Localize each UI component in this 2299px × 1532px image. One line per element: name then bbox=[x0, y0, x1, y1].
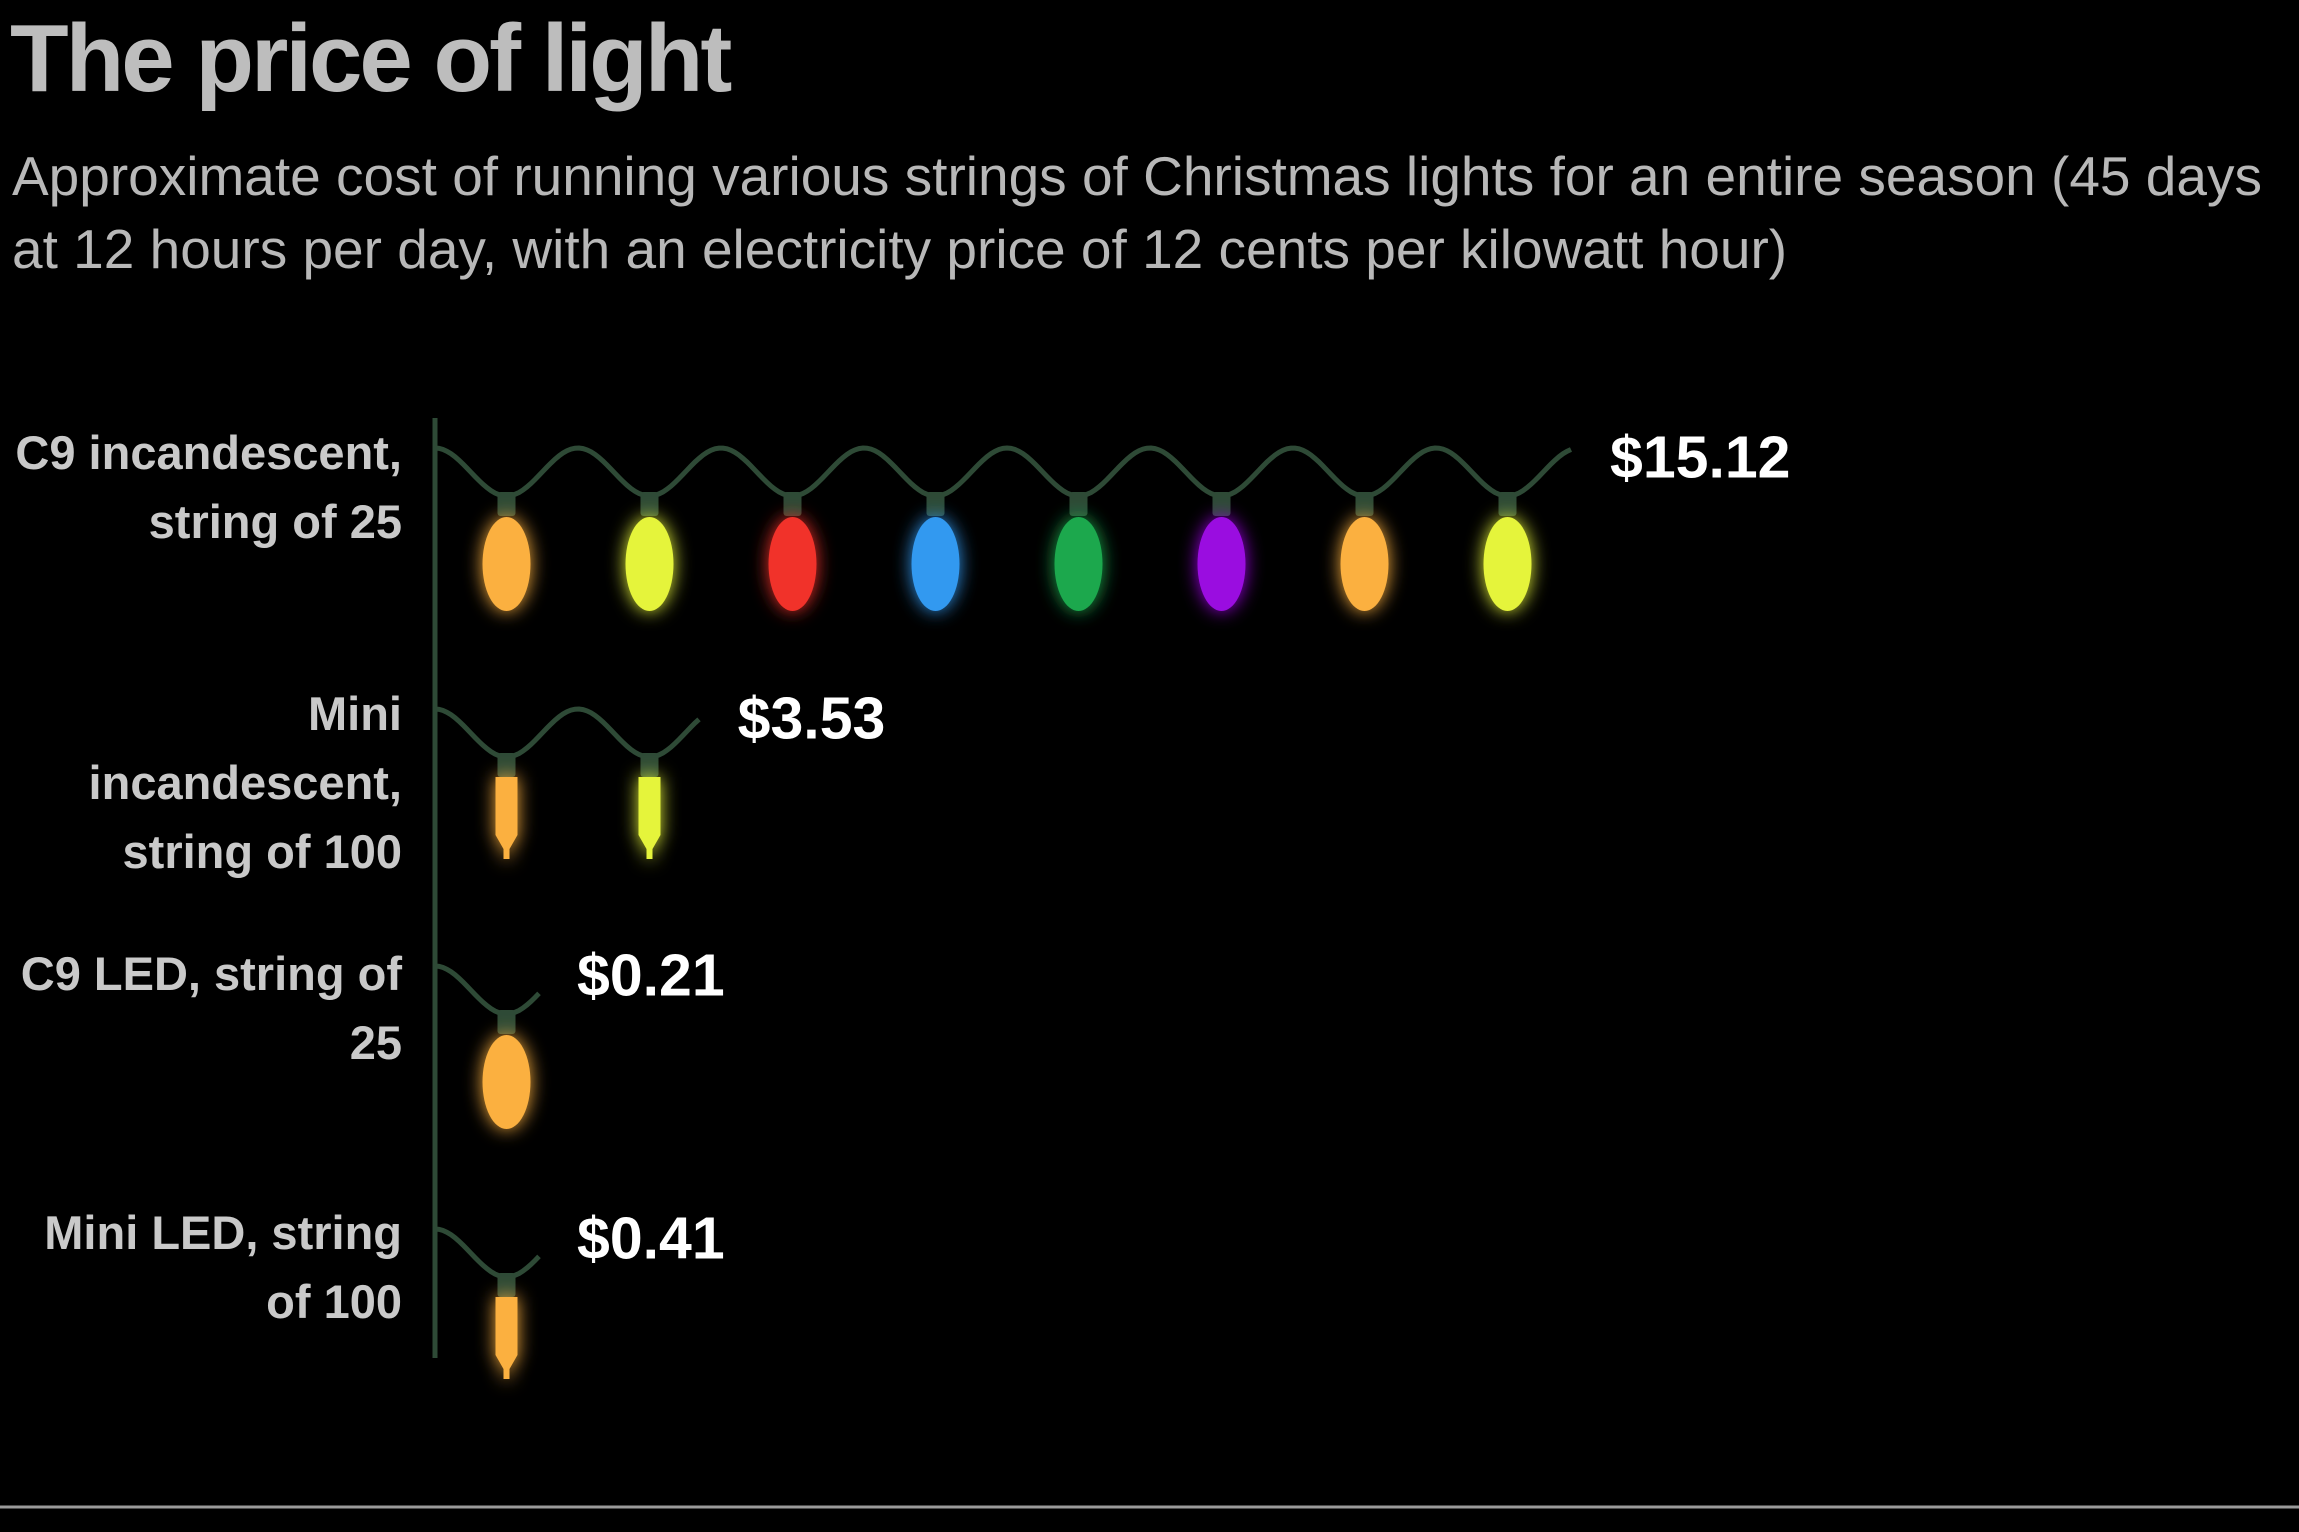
category-label: C9 LED, string of 25 bbox=[20, 947, 402, 1069]
bulb bbox=[495, 777, 518, 859]
bulb-socket bbox=[1355, 492, 1374, 516]
chart-subtitle: Approximate cost of running various stri… bbox=[12, 145, 2262, 280]
light-string bbox=[434, 445, 1573, 611]
bulb bbox=[1340, 517, 1389, 611]
bulb-socket bbox=[497, 753, 516, 777]
value-label: $15.12 bbox=[1610, 425, 1790, 491]
bulb-socket bbox=[1212, 492, 1231, 516]
bulb-socket bbox=[497, 492, 516, 516]
bulb bbox=[625, 517, 674, 611]
bulb-socket bbox=[640, 492, 659, 516]
bulb-socket bbox=[497, 1273, 516, 1297]
chart-title: The price of light bbox=[10, 5, 732, 112]
category-label: Mini LED, string of 100 bbox=[44, 1206, 402, 1328]
value-label: $0.21 bbox=[577, 943, 725, 1009]
bulb bbox=[638, 777, 661, 859]
bulb bbox=[768, 517, 817, 611]
wire bbox=[434, 963, 541, 1017]
bulb bbox=[495, 1297, 518, 1379]
wire bbox=[434, 445, 1573, 499]
value-label: $0.41 bbox=[577, 1206, 725, 1272]
category-label: C9 incandescent, string of 25 bbox=[15, 426, 402, 548]
bulb-socket bbox=[926, 492, 945, 516]
wire bbox=[434, 1226, 541, 1280]
bulb bbox=[482, 517, 531, 611]
bulb bbox=[1197, 517, 1246, 611]
wire bbox=[434, 706, 701, 760]
bulb bbox=[1483, 517, 1532, 611]
bulb bbox=[1054, 517, 1103, 611]
bulb-socket bbox=[783, 492, 802, 516]
light-string bbox=[434, 1226, 541, 1379]
bulb bbox=[482, 1035, 531, 1129]
light-string bbox=[434, 706, 701, 859]
bulb-socket bbox=[1498, 492, 1517, 516]
bulb-socket bbox=[497, 1010, 516, 1034]
value-label: $3.53 bbox=[738, 686, 886, 752]
bulb bbox=[911, 517, 960, 611]
category-label: Mini incandescent, string of 100 bbox=[88, 687, 402, 878]
light-string bbox=[434, 963, 541, 1129]
bulb-socket bbox=[640, 753, 659, 777]
bulb-socket bbox=[1069, 492, 1088, 516]
